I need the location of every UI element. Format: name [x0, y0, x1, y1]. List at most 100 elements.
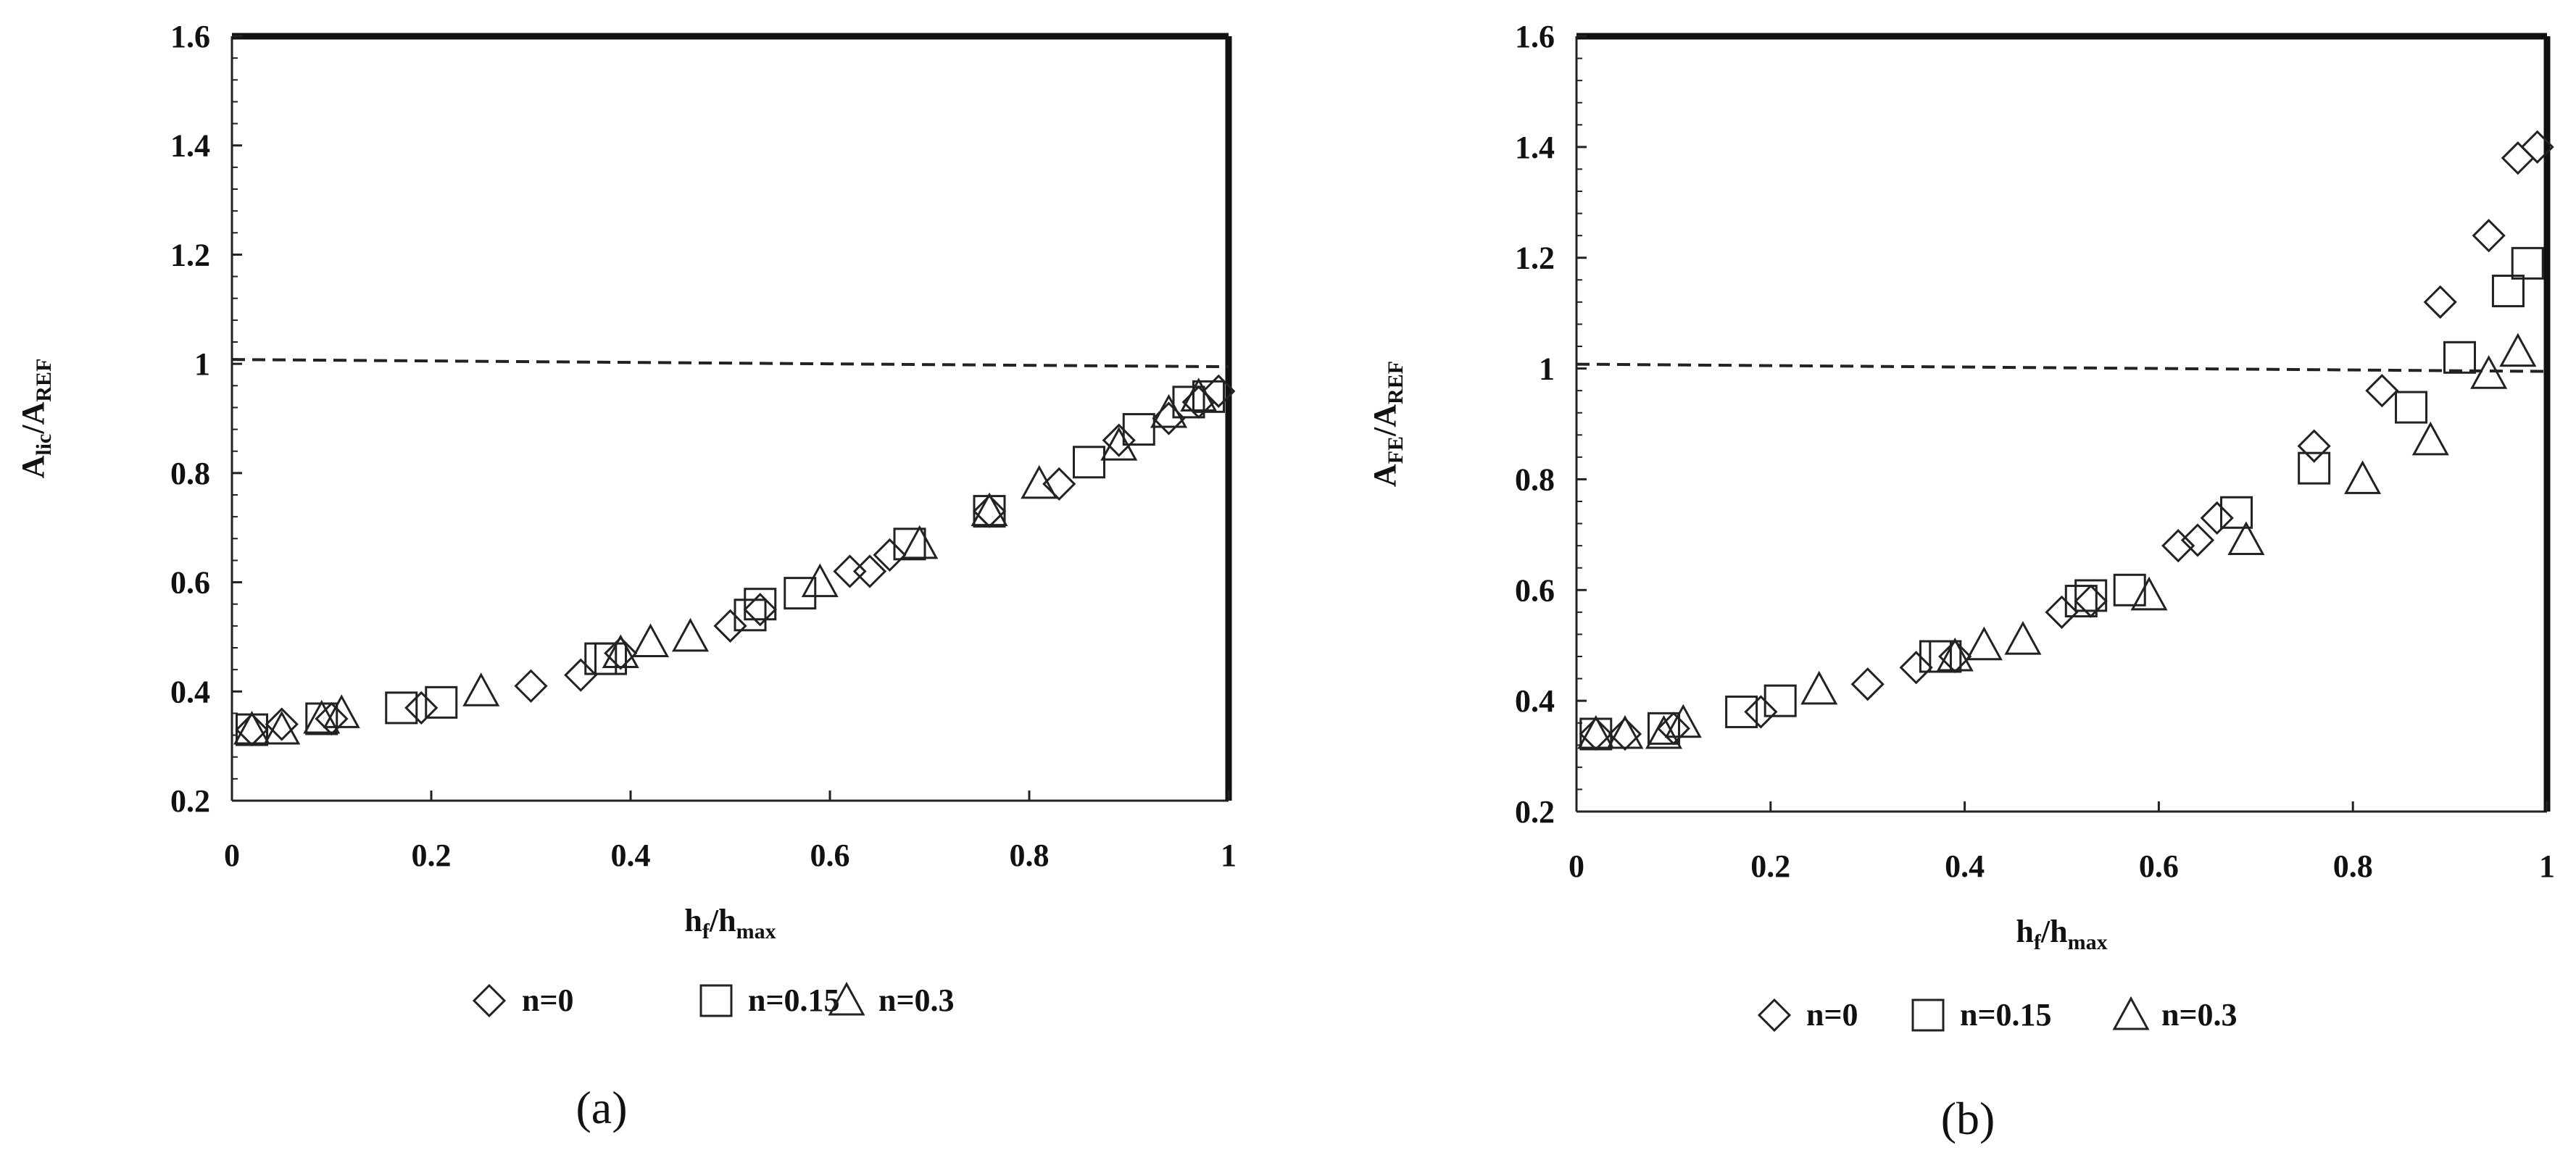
data-point — [1102, 423, 1136, 457]
data-point — [564, 658, 598, 692]
data-point — [1579, 717, 1613, 751]
data-point — [1150, 393, 1188, 428]
x-tick-label: 0.6 — [2139, 848, 2179, 884]
legend-label: n=0 — [1806, 997, 1858, 1033]
data-point — [2004, 620, 2042, 655]
data-point — [971, 492, 1008, 527]
y-tick-label: 1.4 — [170, 128, 210, 164]
legend-item: n=0.15 — [699, 983, 840, 1018]
y-tick-label: 0.4 — [1515, 683, 1555, 719]
data-point — [1122, 413, 1155, 446]
data-point — [1192, 380, 1225, 413]
data-point — [1172, 385, 1205, 419]
series-n=0.15 — [1579, 246, 2544, 751]
legend-label: n=0.15 — [748, 983, 840, 1018]
data-point — [2365, 374, 2399, 408]
data-point — [1800, 670, 1838, 705]
x-tick-label: 1 — [1221, 838, 1237, 873]
y-tick-label: 0.2 — [170, 783, 210, 819]
reference-line — [231, 358, 1229, 369]
data-point — [2074, 579, 2108, 612]
data-point — [744, 588, 777, 621]
series-n=0.3 — [1577, 333, 2537, 749]
data-point — [1608, 717, 1642, 751]
x-tick-label: 0.2 — [412, 838, 452, 873]
data-point — [462, 672, 500, 706]
data-point — [2423, 285, 2457, 319]
data-point — [2220, 496, 2253, 529]
legend-item: n=0.15 — [1911, 997, 2052, 1033]
y-tick-label: 1.4 — [1515, 130, 1555, 165]
x-axis-label: hf/hmax — [2016, 914, 2107, 954]
y-tick-label: 1.2 — [1515, 241, 1555, 276]
data-point — [2411, 421, 2449, 456]
data-point — [323, 694, 360, 728]
data-point — [973, 495, 1006, 528]
data-point — [2045, 595, 2079, 629]
data-point — [265, 707, 299, 741]
data-point — [2499, 333, 2537, 367]
data-point — [263, 710, 301, 745]
legend-marker — [1757, 998, 1792, 1033]
data-point — [2472, 219, 2506, 253]
data-point — [852, 554, 887, 588]
legend-item: n=0.3 — [828, 981, 955, 1018]
x-axis-label: hf/hmax — [684, 903, 776, 943]
data-point — [743, 593, 777, 627]
legend-label: n=0.3 — [2161, 997, 2238, 1033]
legend-marker — [699, 984, 733, 1017]
data-point — [1850, 667, 1885, 701]
data-point — [1648, 712, 1681, 745]
y-tick-label: 0.8 — [170, 456, 210, 491]
data-point — [1577, 714, 1615, 749]
legend-item: n=0 — [472, 983, 574, 1018]
data-point — [594, 642, 627, 675]
data-point — [1579, 717, 1613, 751]
data-point — [1744, 695, 1778, 729]
y-tick-label: 0.4 — [170, 674, 210, 709]
x-tick-label: 0.2 — [1750, 848, 1790, 884]
data-point — [801, 563, 839, 598]
y-axis-label: Alic/AREF — [15, 359, 56, 479]
data-point — [873, 538, 907, 572]
x-tick-label: 0.6 — [810, 838, 850, 873]
x-tick-label: 0 — [224, 838, 240, 873]
data-point — [385, 691, 418, 725]
data-point — [893, 528, 926, 561]
data-point — [235, 712, 269, 747]
data-point — [514, 669, 548, 703]
data-point — [2161, 529, 2195, 563]
legend-item: n=0 — [1757, 997, 1858, 1033]
data-point — [2113, 573, 2146, 606]
x-tick-label: 0.4 — [1945, 848, 1985, 884]
x-tick-label: 0.8 — [1010, 838, 1050, 873]
legend-marker — [1911, 998, 1945, 1032]
y-tick-label: 1 — [1539, 351, 1555, 387]
legend-label: n=0.15 — [1960, 997, 2052, 1033]
series-n=0 — [1579, 130, 2554, 751]
data-point — [2180, 523, 2215, 557]
data-point — [2491, 275, 2525, 308]
legend-label: n=0 — [522, 983, 574, 1018]
data-point — [2297, 429, 2331, 463]
data-point — [2130, 576, 2168, 611]
data-point — [901, 525, 939, 559]
data-point — [404, 691, 439, 725]
data-point — [1100, 427, 1138, 461]
data-point — [1725, 695, 1758, 728]
series-n=0 — [235, 374, 1236, 747]
data-point — [1938, 639, 1972, 674]
data-point — [602, 634, 639, 669]
legend-marker — [828, 981, 865, 1016]
y-tick-label: 0.6 — [1515, 572, 1555, 608]
data-point — [1042, 467, 1076, 501]
data-point — [1180, 378, 1218, 412]
y-tick-label: 0.8 — [1515, 462, 1555, 497]
data-point — [2501, 141, 2535, 175]
y-tick-label: 0.6 — [170, 565, 210, 601]
data-point — [713, 609, 747, 643]
data-point — [2443, 341, 2476, 374]
x-tick-label: 0.8 — [2333, 848, 2373, 884]
data-point — [1965, 626, 2003, 661]
data-point — [2064, 585, 2098, 618]
